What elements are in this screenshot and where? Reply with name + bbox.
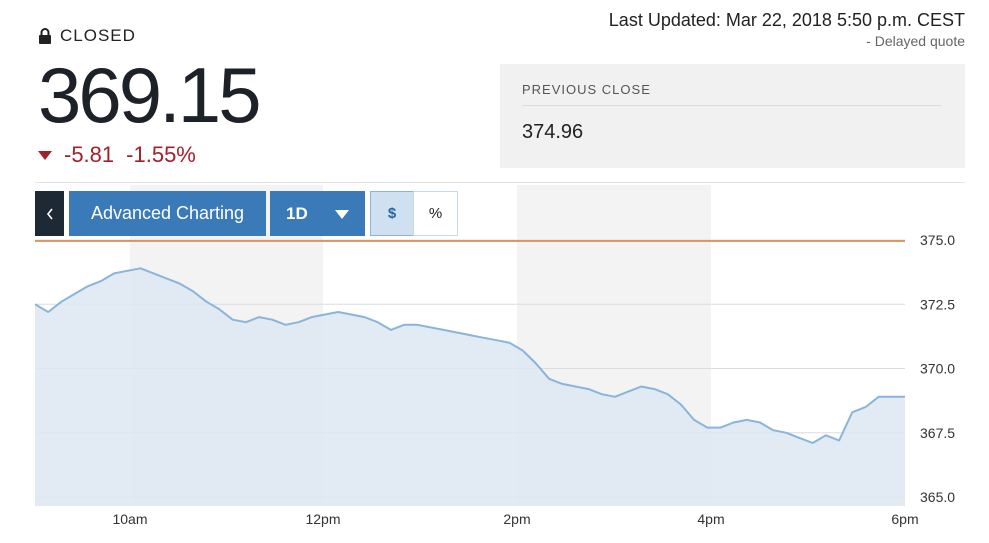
price-area xyxy=(35,268,905,506)
chevron-left-icon xyxy=(46,208,53,219)
previous-close-value: 374.96 xyxy=(522,121,584,143)
range-label: 1D xyxy=(286,203,308,223)
previous-close-label: PREVIOUS CLOSE xyxy=(522,82,651,97)
last-updated-text: Last Updated: Mar 22, 2018 5:50 p.m. CES… xyxy=(608,10,965,30)
down-arrow-icon xyxy=(38,150,52,160)
y-tick-label: 370.0 xyxy=(920,361,955,377)
percent-toggle[interactable]: % xyxy=(413,191,458,236)
price-change: -5.81 -1.55% xyxy=(38,142,196,168)
divider xyxy=(35,182,965,183)
market-status: CLOSED xyxy=(38,26,136,46)
delayed-quote-note: - Delayed quote xyxy=(866,33,965,49)
lock-icon xyxy=(39,28,51,44)
last-price: 369.15 xyxy=(38,51,262,139)
change-value: -5.81 xyxy=(64,142,115,167)
x-tick-label: 4pm xyxy=(697,511,724,527)
y-tick-label: 367.5 xyxy=(920,425,955,441)
x-tick-label: 6pm xyxy=(891,511,918,527)
last-updated: Last Updated: Mar 22, 2018 5:50 p.m. CES… xyxy=(609,10,965,49)
y-tick-label: 372.5 xyxy=(920,296,955,312)
x-tick-label: 10am xyxy=(112,511,147,527)
caret-down-icon xyxy=(335,210,349,219)
price-line xyxy=(34,267,905,444)
range-dropdown[interactable]: 1D xyxy=(270,191,365,236)
dollar-toggle[interactable]: $ xyxy=(370,191,414,236)
market-status-label: CLOSED xyxy=(60,26,136,45)
x-tick-label: 12pm xyxy=(305,511,340,527)
advanced-charting-button[interactable]: Advanced Charting xyxy=(69,191,266,236)
x-tick-label: 2pm xyxy=(503,511,530,527)
divider xyxy=(522,105,941,106)
y-tick-label: 365.0 xyxy=(920,489,955,505)
back-button[interactable] xyxy=(35,191,64,236)
y-tick-label: 375.0 xyxy=(920,232,955,248)
change-percent: -1.55% xyxy=(126,142,196,167)
previous-close-panel: PREVIOUS CLOSE 374.96 xyxy=(500,64,965,168)
